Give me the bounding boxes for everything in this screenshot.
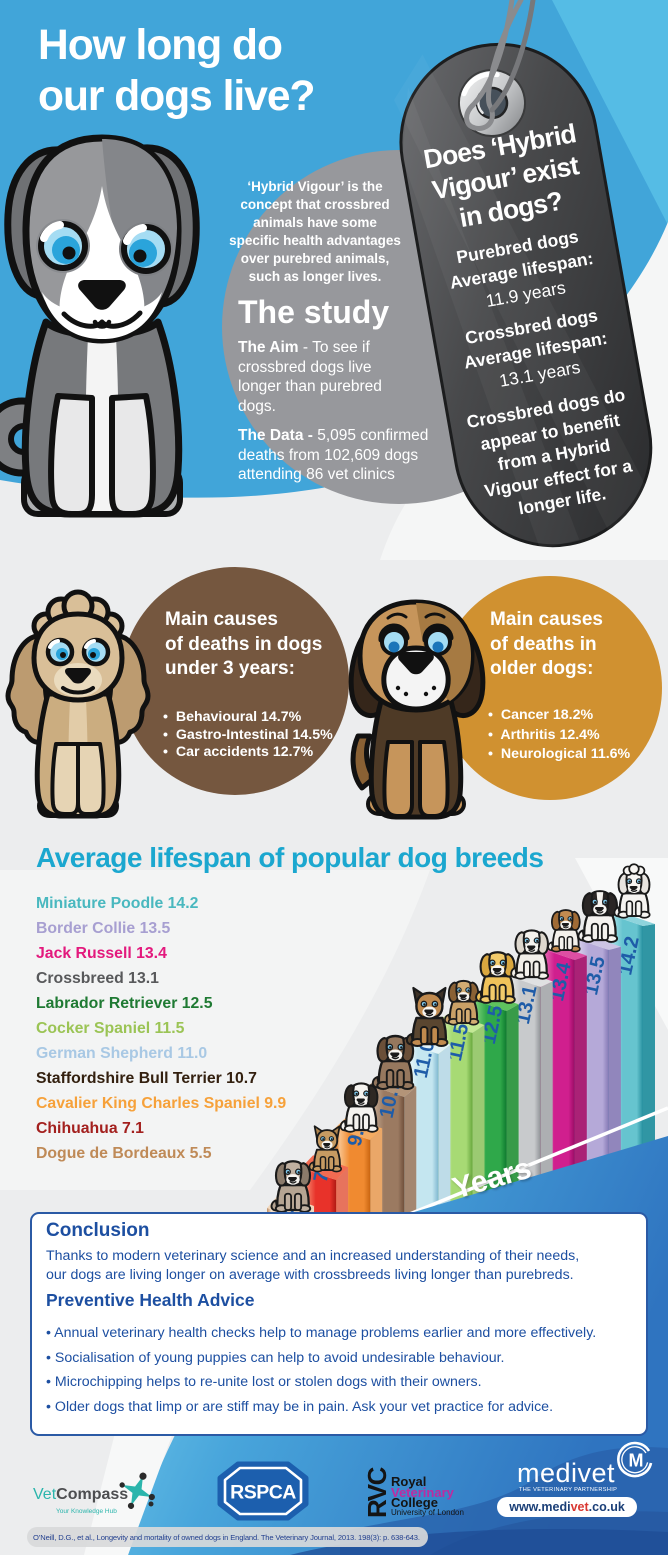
svg-text:RSPCA: RSPCA (230, 1482, 296, 1504)
svg-text:M: M (629, 1451, 644, 1471)
svg-text:RVC: RVC (362, 1466, 392, 1518)
